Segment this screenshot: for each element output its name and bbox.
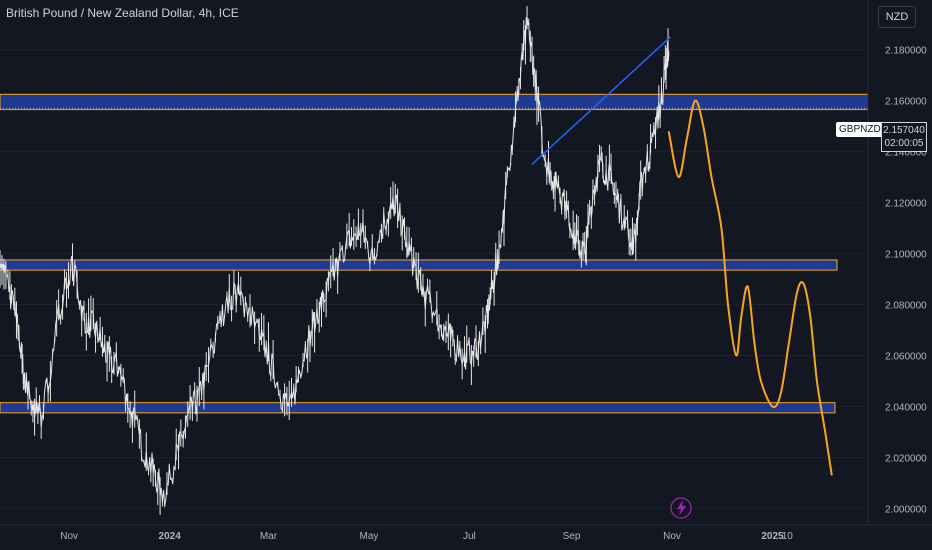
price-line — [0, 17, 670, 506]
y-tick-label-3: 2.060000 — [885, 352, 927, 363]
event-marker[interactable] — [670, 497, 692, 519]
price-axis[interactable]: 2.000000 2.020000 2.040000 2.060000 2.080000… — [867, 0, 927, 525]
y-tick-label-7: 2.140000 — [885, 148, 927, 159]
lightning-icon — [677, 500, 686, 516]
x-tick-label-5: Sep — [563, 531, 581, 542]
projection-path[interactable] — [667, 99, 833, 476]
y-tick-label-5: 2.100000 — [885, 250, 927, 261]
x-tick-label-1: 2024 — [159, 531, 182, 542]
symbol-tag: GBPNZD — [836, 122, 884, 137]
zone-0[interactable] — [0, 93, 869, 111]
zone-2[interactable] — [0, 402, 836, 414]
y-tick-label-9: 2.180000 — [885, 46, 927, 57]
y-tick-label-6: 2.120000 — [885, 199, 927, 210]
chart-title: British Pound / New Zealand Dollar, 4h, … — [6, 6, 239, 20]
x-tick-label-0: Nov — [60, 531, 78, 542]
y-tick-label-1: 2.020000 — [885, 453, 927, 464]
last-price-label: 2.157040 02:00:05 — [881, 122, 927, 152]
x-tick-label-6: Nov — [663, 531, 681, 542]
last-price-value: 2.157040 — [883, 125, 925, 136]
y-tick-label-4: 2.080000 — [885, 301, 927, 312]
drawings[interactable] — [531, 36, 833, 476]
currency-button[interactable]: NZD — [878, 6, 916, 28]
price-series — [0, 6, 670, 515]
y-tick-label-8: 2.160000 — [885, 97, 927, 108]
y-tick-label-2: 2.040000 — [885, 402, 927, 413]
trendline[interactable] — [531, 36, 671, 165]
y-tick-label-0: 2.000000 — [885, 504, 927, 515]
x-tick-label-7: 2025 — [761, 531, 784, 542]
x-tick-label-8: 10 — [782, 531, 794, 542]
x-tick-label-2: Mar — [260, 531, 278, 542]
x-tick-label-3: May — [359, 531, 378, 542]
event-marker-ring — [670, 497, 692, 519]
x-tick-label-4: Jul — [463, 531, 476, 542]
bar-countdown: 02:00:05 — [884, 138, 924, 149]
